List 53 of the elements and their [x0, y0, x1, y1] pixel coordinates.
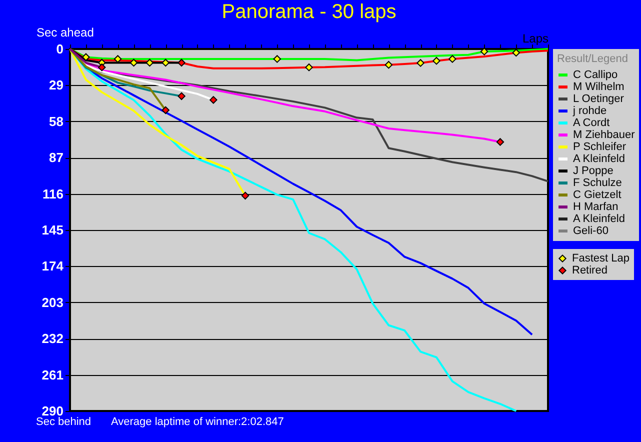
point [496, 138, 504, 146]
legend-label: Geli-60 [573, 225, 608, 237]
point [416, 59, 424, 67]
chart-title: Panorama - 30 laps [222, 1, 396, 23]
legend-label: A Kleinfeld [573, 213, 625, 225]
y-tick-label: 0 [56, 42, 64, 56]
legend-label: L Oetinger [573, 93, 624, 105]
point [384, 61, 393, 69]
point [98, 63, 106, 72]
y-tick-label: 87 [49, 150, 64, 166]
point [480, 48, 488, 56]
legend-label: A Cordt [573, 117, 610, 129]
point [82, 53, 90, 61]
legend-label: P Schleifer [573, 141, 626, 153]
point [130, 58, 138, 67]
point [210, 96, 218, 104]
point [273, 55, 281, 63]
y-tick-label: 29 [49, 78, 64, 93]
point [162, 58, 170, 67]
point [241, 192, 250, 200]
point [162, 106, 170, 114]
point [305, 63, 313, 72]
point [146, 58, 154, 67]
y-tick-label: 145 [42, 222, 64, 238]
legend-label: Retired [572, 264, 608, 276]
point [114, 55, 122, 63]
y-tick-label: 261 [42, 367, 64, 382]
legend-title: Result/Legend [557, 53, 628, 65]
y-tick-label: 116 [42, 186, 64, 202]
y-tick-label: 232 [42, 331, 64, 346]
point [178, 92, 186, 100]
y-tick-label: 203 [42, 294, 64, 310]
point [432, 57, 440, 65]
legend-label: F Schulze [573, 177, 622, 189]
y-axis-title: Sec ahead [36, 26, 94, 40]
text: Average laptime of winner:2:02.847 [111, 416, 284, 428]
legend-label: Fastest Lap [572, 252, 630, 264]
y-tick-label: 290 [42, 404, 64, 418]
legend-label: M Ziehbauer [573, 129, 636, 141]
point [448, 55, 456, 63]
x-axis-title: Laps [522, 32, 548, 46]
legend-label: j rohde [572, 105, 607, 117]
legend-label: M Wilhelm [573, 81, 624, 93]
legend-label: C Callipo [573, 69, 618, 81]
legend-label: J Poppe [573, 165, 614, 177]
legend-label: H Marfan [573, 201, 618, 213]
text: Sec behind [36, 416, 92, 428]
point [512, 48, 520, 57]
point [178, 58, 186, 67]
y-tick-label: 174 [42, 258, 64, 274]
legend-label: A Kleinfeld [573, 153, 625, 165]
y-tick-label: 58 [49, 114, 64, 129]
legend-label: C Gietzelt [573, 189, 622, 201]
